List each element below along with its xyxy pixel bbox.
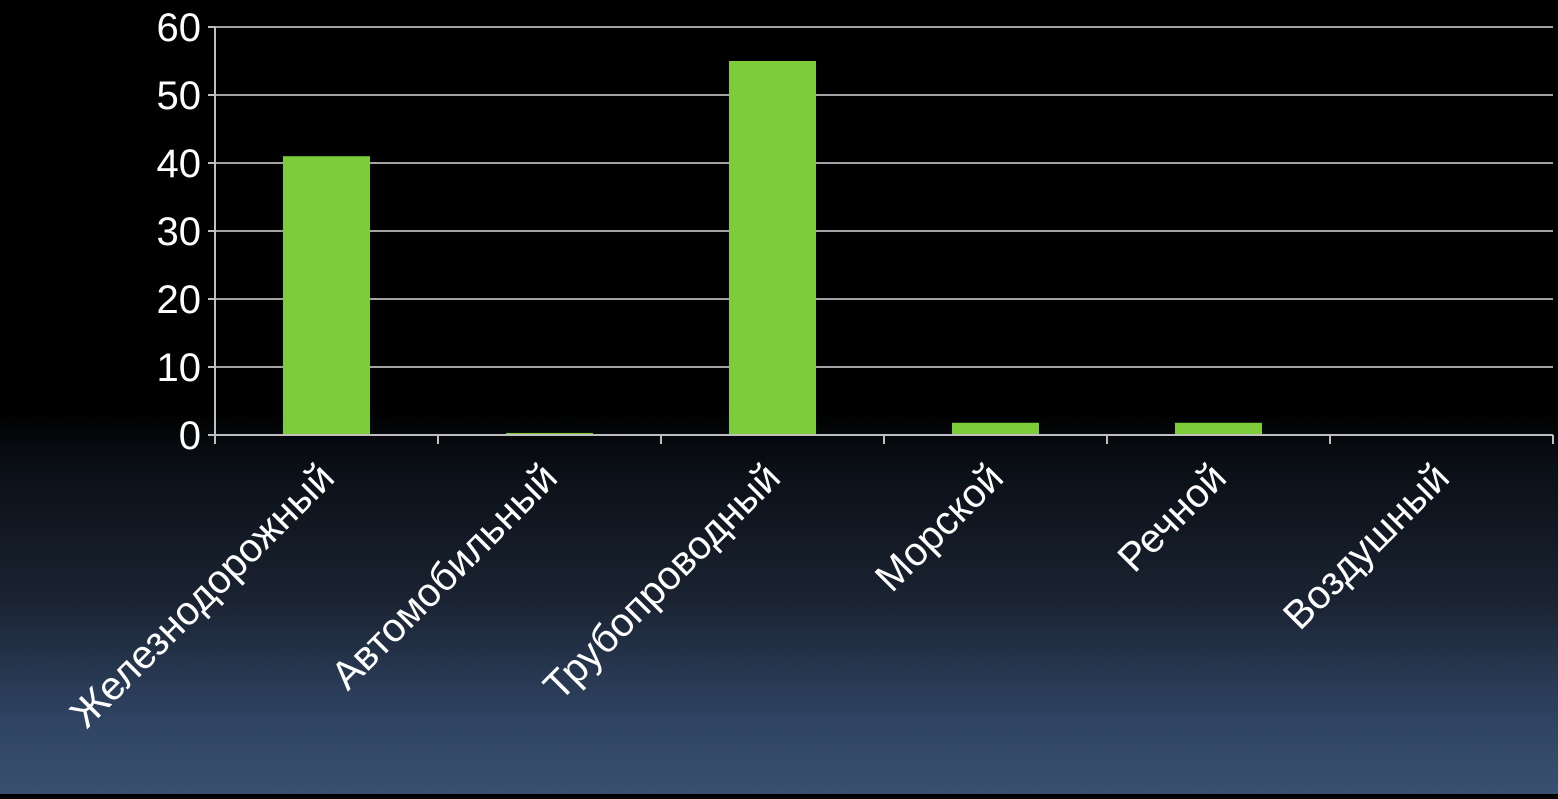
y-tick-labels: 0 10 20 30 40 50 60 bbox=[157, 6, 202, 458]
x-tick-label: Морской bbox=[867, 455, 1012, 600]
x-tick-label: Воздушный bbox=[1275, 455, 1458, 638]
gridlines bbox=[215, 26, 1553, 368]
bar bbox=[283, 156, 370, 435]
x-tick-label: Автомобильный bbox=[323, 455, 566, 698]
x-tick-label: Речной bbox=[1109, 455, 1234, 580]
bars bbox=[283, 61, 1262, 435]
y-tick-label: 30 bbox=[157, 210, 202, 254]
bar bbox=[729, 61, 816, 435]
bar bbox=[952, 422, 1039, 435]
x-tick-labels: ЖелезнодорожныйАвтомобильныйТрубопроводн… bbox=[62, 455, 1458, 736]
y-tick-label: 40 bbox=[157, 142, 202, 186]
y-tick-label: 20 bbox=[157, 278, 202, 322]
bar bbox=[1175, 422, 1262, 435]
y-tick-label: 0 bbox=[179, 414, 201, 458]
axes bbox=[208, 26, 1554, 444]
y-tick-label: 10 bbox=[157, 346, 202, 390]
y-tick-label: 60 bbox=[157, 6, 202, 50]
y-tick-label: 50 bbox=[157, 74, 202, 118]
x-tick-label: Трубопроводный bbox=[535, 455, 788, 708]
x-tick-label: Железнодорожный bbox=[62, 455, 343, 736]
bar bbox=[506, 432, 593, 435]
